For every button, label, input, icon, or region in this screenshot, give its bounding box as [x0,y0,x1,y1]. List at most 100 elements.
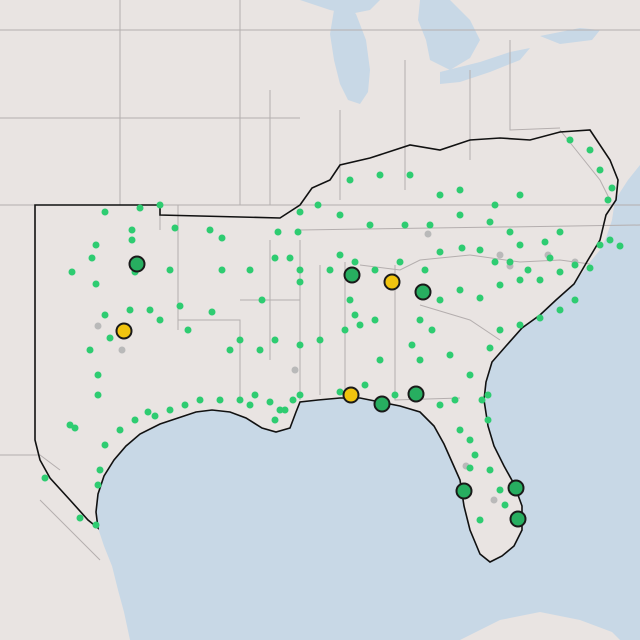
station-marker[interactable] [41,474,49,482]
station-marker[interactable] [596,166,604,174]
station-marker[interactable] [206,226,214,234]
station-marker[interactable] [458,244,466,252]
station-marker[interactable] [536,276,544,284]
station-marker[interactable] [218,234,226,242]
station-marker[interactable] [94,391,102,399]
station-marker[interactable] [341,326,349,334]
station-marker[interactable] [506,228,514,236]
station-marker[interactable] [181,401,189,409]
station-marker[interactable] [171,224,179,232]
station-marker[interactable] [586,264,594,272]
station-marker[interactable] [336,251,344,259]
station-marker[interactable] [516,276,524,284]
station-marker[interactable] [351,311,359,319]
warning-station-marker[interactable] [383,273,401,291]
station-marker[interactable] [156,201,164,209]
station-marker[interactable] [456,286,464,294]
station-marker[interactable] [226,346,234,354]
station-marker[interactable] [116,426,124,434]
station-marker[interactable] [536,314,544,322]
station-marker[interactable] [486,466,494,474]
station-marker[interactable] [166,266,174,274]
station-marker[interactable] [456,426,464,434]
station-marker[interactable] [94,371,102,379]
station-marker[interactable] [608,184,616,192]
station-marker[interactable] [421,266,429,274]
station-marker[interactable] [556,228,564,236]
inactive-station-marker[interactable] [490,496,498,504]
station-marker[interactable] [486,344,494,352]
station-marker[interactable] [356,321,364,329]
station-marker[interactable] [96,466,104,474]
station-marker[interactable] [256,346,264,354]
station-marker[interactable] [556,268,564,276]
station-marker[interactable] [416,316,424,324]
major-station-marker[interactable] [407,385,425,403]
station-marker[interactable] [471,451,479,459]
inactive-station-marker[interactable] [424,230,432,238]
station-marker[interactable] [596,241,604,249]
station-marker[interactable] [506,258,514,266]
station-marker[interactable] [271,416,279,424]
station-marker[interactable] [296,391,304,399]
station-marker[interactable] [296,208,304,216]
station-marker[interactable] [346,176,354,184]
station-marker[interactable] [276,406,284,414]
station-marker[interactable] [466,371,474,379]
station-marker[interactable] [216,396,224,404]
station-marker[interactable] [604,196,612,204]
station-marker[interactable] [251,391,259,399]
station-marker[interactable] [491,201,499,209]
station-marker[interactable] [496,281,504,289]
station-marker[interactable] [236,396,244,404]
station-marker[interactable] [92,241,100,249]
station-marker[interactable] [258,296,266,304]
major-station-marker[interactable] [455,482,473,500]
station-marker[interactable] [144,408,152,416]
warning-station-marker[interactable] [342,386,360,404]
station-marker[interactable] [486,218,494,226]
station-marker[interactable] [541,238,549,246]
station-marker[interactable] [516,191,524,199]
station-marker[interactable] [484,391,492,399]
station-marker[interactable] [166,406,174,414]
station-marker[interactable] [286,254,294,262]
station-marker[interactable] [126,306,134,314]
inactive-station-marker[interactable] [94,322,102,330]
station-marker[interactable] [556,306,564,314]
station-marker[interactable] [391,391,399,399]
station-marker[interactable] [196,396,204,404]
station-marker[interactable] [436,248,444,256]
station-marker[interactable] [68,268,76,276]
station-marker[interactable] [146,306,154,314]
station-marker[interactable] [476,294,484,302]
station-marker[interactable] [88,254,96,262]
station-marker[interactable] [296,278,304,286]
station-marker[interactable] [484,416,492,424]
major-station-marker[interactable] [343,266,361,284]
station-marker[interactable] [456,211,464,219]
major-station-marker[interactable] [128,255,146,273]
station-marker[interactable] [571,261,579,269]
station-marker[interactable] [294,228,302,236]
station-marker[interactable] [466,436,474,444]
station-marker[interactable] [151,412,159,420]
station-marker[interactable] [616,242,624,250]
major-station-marker[interactable] [509,510,527,528]
inactive-station-marker[interactable] [118,346,126,354]
station-marker[interactable] [366,221,374,229]
station-marker[interactable] [92,521,100,529]
station-marker[interactable] [274,228,282,236]
station-marker[interactable] [101,441,109,449]
station-marker[interactable] [501,501,509,509]
station-marker[interactable] [281,406,289,414]
station-marker[interactable] [376,171,384,179]
station-marker[interactable] [184,326,192,334]
station-marker[interactable] [101,311,109,319]
station-marker[interactable] [236,336,244,344]
station-marker[interactable] [271,254,279,262]
station-marker[interactable] [546,254,554,262]
station-marker[interactable] [428,326,436,334]
station-marker[interactable] [606,236,614,244]
station-marker[interactable] [436,401,444,409]
